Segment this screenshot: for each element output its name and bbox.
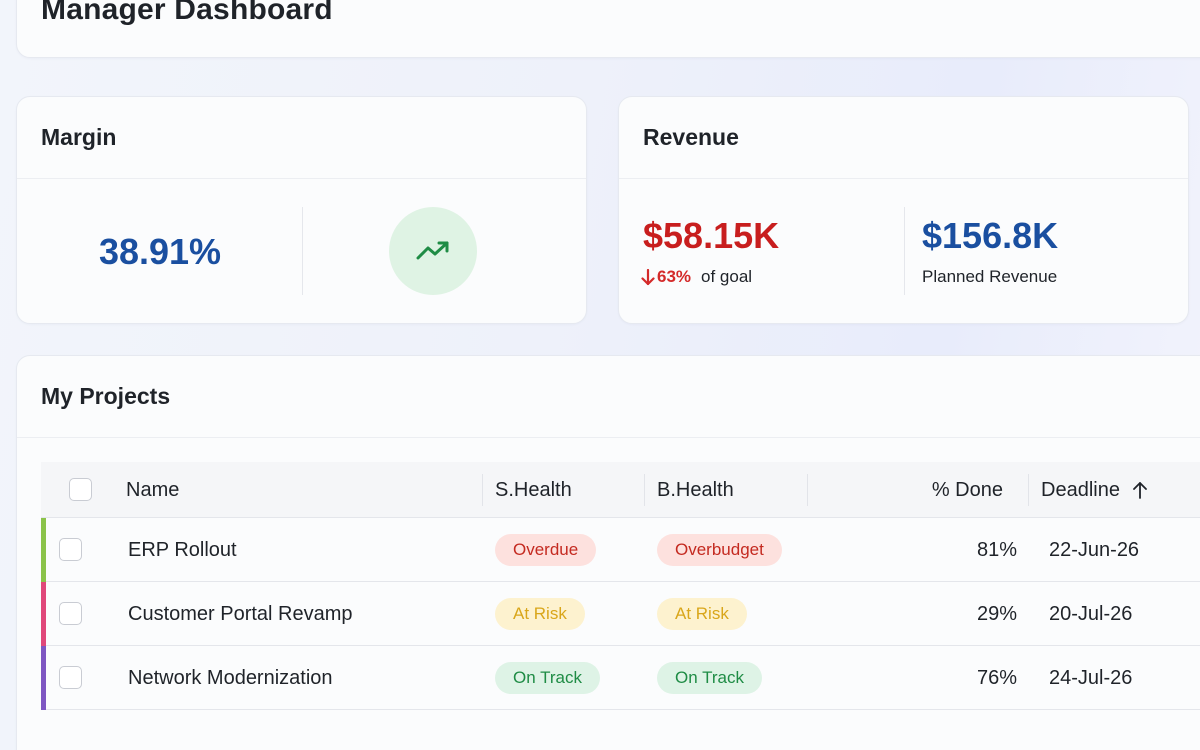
revenue-change-pct: 63% — [641, 267, 691, 287]
margin-card: Margin 38.91% — [16, 96, 587, 324]
percent-done: 76% — [976, 666, 1017, 689]
row-checkbox[interactable] — [59, 538, 82, 561]
row-checkbox[interactable] — [59, 666, 82, 689]
column-deadline[interactable]: Deadline — [1041, 462, 1148, 518]
column-separator — [1028, 474, 1029, 506]
column-name[interactable]: Name — [126, 478, 180, 501]
budget-health-badge: Overbudget — [657, 534, 782, 566]
row-status-bar — [41, 646, 46, 710]
arrow-down-icon — [641, 268, 655, 285]
percent-done: 29% — [976, 602, 1017, 625]
budget-health-badge: At Risk — [657, 598, 747, 630]
projects-card: My Projects Name S.Health B.Health % Don… — [16, 355, 1200, 750]
projects-table: Name S.Health B.Health % Done Deadline E… — [41, 462, 1200, 710]
column-schedule-health[interactable]: S.Health — [495, 478, 572, 501]
divider — [302, 207, 303, 295]
divider — [904, 207, 905, 295]
percent-done: 81% — [976, 538, 1017, 561]
arrow-up-icon[interactable] — [1132, 481, 1148, 499]
revenue-card: Revenue $58.15K 63% of goal $156.8K Plan… — [618, 96, 1189, 324]
column-separator — [644, 474, 645, 506]
row-status-bar — [41, 518, 46, 582]
trending-up-icon — [389, 207, 477, 295]
revenue-actual-value: $58.15K — [643, 215, 780, 256]
project-name[interactable]: Network Modernization — [128, 666, 333, 689]
row-status-bar — [41, 582, 46, 646]
page-header: Manager Dashboard — [16, 0, 1200, 58]
column-separator — [482, 474, 483, 506]
table-header: Name S.Health B.Health % Done Deadline — [41, 462, 1200, 518]
column-deadline-label: Deadline — [1041, 478, 1120, 501]
column-separator — [807, 474, 808, 506]
select-all-checkbox[interactable] — [69, 478, 92, 501]
deadline: 24-Jul-26 — [1049, 666, 1133, 689]
revenue-planned-value: $156.8K — [922, 215, 1059, 256]
table-row[interactable]: ERP Rollout Overdue Overbudget 81% 22-Ju… — [41, 518, 1200, 582]
revenue-change-label: of goal — [701, 267, 753, 286]
project-name[interactable]: Customer Portal Revamp — [128, 602, 353, 625]
revenue-planned-label: Planned Revenue — [922, 267, 1058, 286]
page-title: Manager Dashboard — [41, 0, 333, 26]
deadline: 22-Jun-26 — [1049, 538, 1140, 561]
revenue-card-title: Revenue — [619, 97, 1188, 179]
schedule-health-badge: At Risk — [495, 598, 585, 630]
column-budget-health[interactable]: B.Health — [657, 478, 734, 501]
margin-card-title: Margin — [17, 97, 586, 179]
budget-health-badge: On Track — [657, 662, 762, 694]
margin-value: 38.91% — [98, 231, 222, 272]
project-name[interactable]: ERP Rollout — [128, 538, 237, 561]
deadline: 20-Jul-26 — [1049, 602, 1133, 625]
revenue-goal-change: 63% of goal — [641, 267, 752, 287]
table-row[interactable]: Network Modernization On Track On Track … — [41, 646, 1200, 710]
projects-title: My Projects — [17, 356, 1200, 438]
revenue-change-pct-value: 63% — [657, 267, 692, 286]
schedule-health-badge: Overdue — [495, 534, 597, 566]
schedule-health-badge: On Track — [495, 662, 600, 694]
table-row[interactable]: Customer Portal Revamp At Risk At Risk 2… — [41, 582, 1200, 646]
column-percent-done[interactable]: % Done — [931, 478, 1003, 501]
row-checkbox[interactable] — [59, 602, 82, 625]
